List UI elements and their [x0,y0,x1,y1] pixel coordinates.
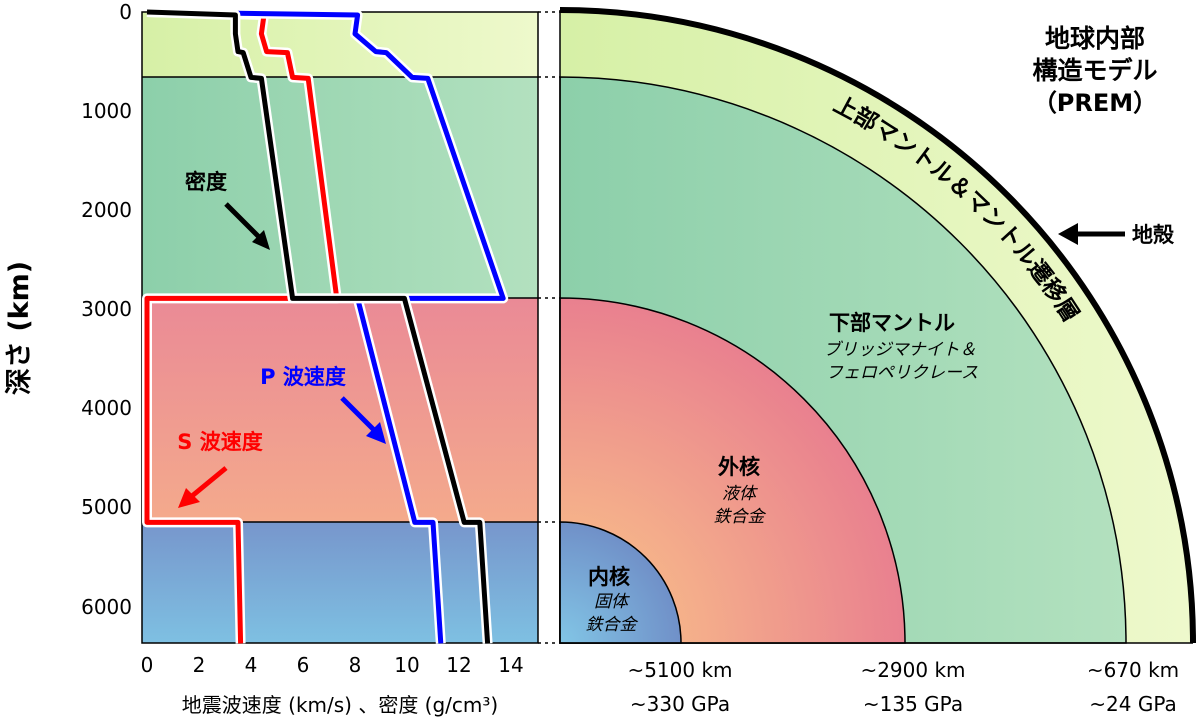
x-tick-0: 0 [141,653,154,677]
outer-core-material: 鉄合金 [714,507,767,527]
depth-tick-5000: 5000 [81,495,132,519]
inner-core-band [142,522,538,643]
outer-core-layer [559,297,906,644]
upper-mantle-band [142,12,538,77]
outer-core-label: 外核 [718,455,760,479]
title-line2: 構造モデル [1032,56,1157,85]
inner-core-layer [559,521,682,644]
lower-mantle-band [142,77,538,298]
boundary-guides [538,11,560,644]
depth-tick-0: 0 [119,0,132,24]
s-velocity-arrow [190,466,228,498]
velocity-ticks: 0 2 4 6 8 10 12 14 [141,653,524,677]
core-mantle-boundary-depth: ~2900 km [860,658,965,682]
earth-quarter: 地球内部 構造モデル （PREM） 上部マントル＆マントル遷移層 地殻 下部マン… [559,7,1196,716]
depth-tick-6000: 6000 [81,595,132,619]
p-velocity-arrow [340,396,378,434]
density-curve [146,9,491,644]
x-axis-label: 地震波速度 (km/s) 、密度 (g/cm³) [182,693,498,717]
x-tick-14: 14 [498,653,523,677]
crust-label: 地殻 [1132,223,1175,247]
p-velocity-label: P 波速度 [260,365,346,389]
profile-plot: 0 1000 2000 3000 4000 5000 6000 深さ (km) … [4,0,539,717]
x-tick-10: 10 [394,653,419,677]
density-arrowhead [252,230,270,250]
x-tick-12: 12 [446,653,471,677]
depth-tick-2000: 2000 [81,198,132,222]
p-velocity-curve [146,9,506,644]
x-tick-8: 8 [349,653,362,677]
lower-mantle-mineral-2: フェロペリクレース [826,363,978,383]
transition-zone-boundary-depth: ~670 km [1087,658,1179,682]
depth-tick-3000: 3000 [81,297,132,321]
outer-core-state: 液体 [722,484,758,504]
inner-core-state: 固体 [594,592,630,612]
depth-tick-4000: 4000 [81,396,132,420]
lower-mantle-mineral-1: ブリッジマナイト＆ [824,340,977,360]
density-arrow [224,202,264,242]
core-mantle-boundary-pressure: ~135 GPa [863,692,963,716]
lower-mantle-label: 下部マントル [829,311,955,335]
transition-zone-boundary-pressure: ~24 GPa [1089,692,1176,716]
x-tick-6: 6 [297,653,310,677]
crust-arrowhead [1058,223,1078,245]
s-velocity-label: S 波速度 [177,430,262,454]
inner-core-label: 内核 [588,565,630,589]
title-line3: （PREM） [1033,89,1157,117]
p-velocity-arrowhead [366,422,386,444]
s-velocity-arrowhead [178,488,200,508]
x-tick-2: 2 [193,653,206,677]
x-tick-4: 4 [245,653,258,677]
profile-curves [142,7,509,644]
title-line1: 地球内部 [1045,24,1145,53]
inner-core-material: 鉄合金 [586,615,639,635]
depth-ticks: 0 1000 2000 3000 4000 5000 6000 [81,0,132,619]
depth-axis-label: 深さ (km) [4,261,35,395]
s-velocity-curve [144,9,340,644]
inner-core-boundary-depth: ~5100 km [627,658,732,682]
inner-core-boundary-pressure: ~330 GPa [630,692,730,716]
density-label: 密度 [185,170,227,194]
depth-tick-1000: 1000 [81,99,132,123]
